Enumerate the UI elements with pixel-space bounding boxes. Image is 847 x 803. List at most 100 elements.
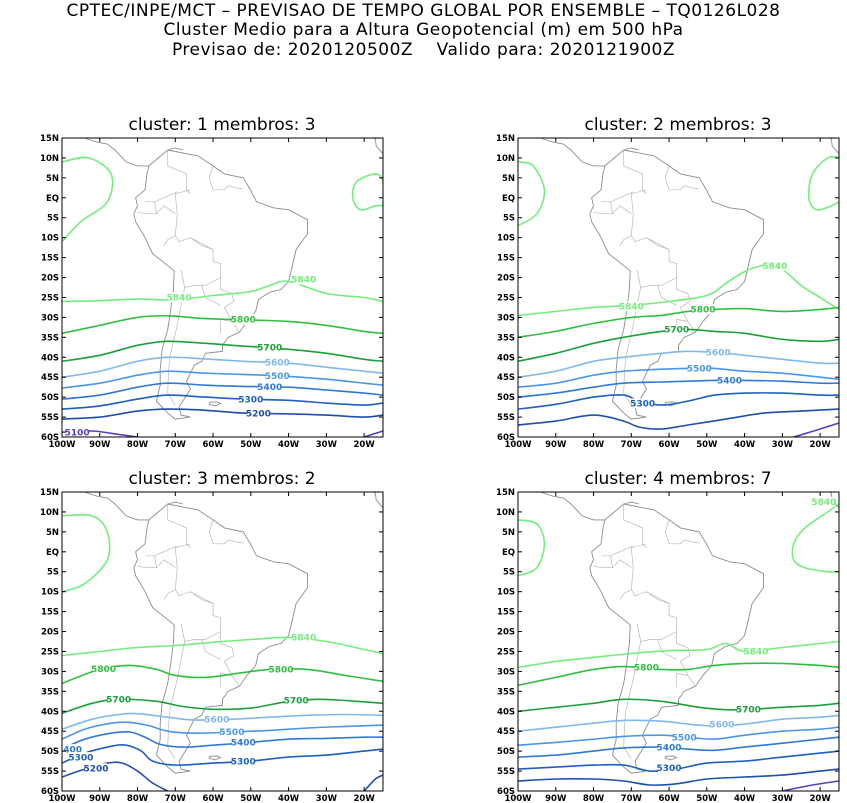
contour-label-bg <box>62 744 81 755</box>
contour-5800 <box>518 662 839 687</box>
contour-label-5400: 5400 <box>57 745 82 755</box>
coastline-mexico <box>518 138 520 139</box>
country-border <box>623 504 647 549</box>
contour-label-bg <box>631 398 654 409</box>
contour-label-bg <box>232 737 255 748</box>
lat-label: 30S <box>41 667 59 677</box>
contour-5600 <box>62 712 383 730</box>
contour-5840 <box>518 640 839 669</box>
contour-label-bg <box>673 732 696 743</box>
contour-label-bg <box>658 742 681 753</box>
country-border <box>593 201 613 215</box>
contour-label-5300: 5300 <box>238 395 263 405</box>
contour-label-5840: 5840 <box>291 634 316 644</box>
contour-label-5500: 5500 <box>219 728 244 738</box>
contour-label-bg <box>744 646 767 657</box>
contour-label-5400: 5400 <box>231 739 256 749</box>
country-border <box>223 301 240 333</box>
lon-label: 80W <box>127 794 149 803</box>
country-border <box>636 623 677 642</box>
contour-label-5200: 5200 <box>246 409 271 419</box>
country-border <box>657 285 677 306</box>
lat-label: 10N <box>496 154 515 164</box>
lon-label: 40W <box>734 794 756 803</box>
map-frame <box>517 137 840 438</box>
contour-5840 <box>518 264 839 317</box>
contour-5200 <box>62 408 383 420</box>
contour-5840 <box>62 280 383 303</box>
lat-label: 35S <box>41 687 59 697</box>
contour-5400 <box>518 379 839 398</box>
contour-5500 <box>62 721 383 740</box>
contour-label-5500: 5500 <box>672 733 697 743</box>
lat-label: 45S <box>41 373 59 383</box>
lon-label: 40W <box>278 794 300 803</box>
country-border <box>163 235 176 246</box>
lon-label: 60W <box>658 794 680 803</box>
contour-5200 <box>62 761 169 791</box>
map-frame <box>61 491 384 792</box>
lat-label: 35S <box>497 333 515 343</box>
lat-label: 60S <box>497 787 515 797</box>
coastline-africa <box>373 138 383 156</box>
lat-label: 15N <box>496 134 515 144</box>
contour-label-bg <box>107 694 130 705</box>
country-border <box>664 519 700 545</box>
lat-label: 45S <box>497 727 515 737</box>
contour-5840 <box>351 173 383 211</box>
lat-label: 50S <box>497 393 515 403</box>
contour-label-5840: 5840 <box>811 498 836 508</box>
country-border <box>154 191 178 203</box>
contour-label-bg <box>688 363 711 374</box>
lon-label: 30W <box>772 794 794 803</box>
contour-5800 <box>518 306 839 339</box>
contour-label-5700: 5700 <box>284 697 309 707</box>
lat-label: 15N <box>496 488 515 498</box>
lat-label: 10S <box>41 234 59 244</box>
contour-label-5500: 5500 <box>687 365 712 375</box>
country-border <box>676 631 691 656</box>
contour-label-5840: 5840 <box>291 276 316 286</box>
header-line-3: Previsao de: 2020120500Z Valido para: 20… <box>171 40 675 60</box>
map-panel-1: cluster: 1 membros: 3 5840 5840 5800 5700 560… <box>40 115 384 450</box>
contour-label-5800: 5800 <box>269 666 294 676</box>
contour-label-bg <box>710 719 733 730</box>
map-panel-4: cluster: 4 membros: 7 5840 5840 5800 5700560… <box>496 469 840 803</box>
country-border <box>163 589 176 600</box>
country-border <box>623 150 647 195</box>
country-border <box>646 237 670 250</box>
lat-label: EQ <box>46 548 59 558</box>
lat-label: 30S <box>497 667 515 677</box>
country-border <box>154 545 178 557</box>
contour-5100 <box>363 430 383 437</box>
contour-5200 <box>363 774 383 791</box>
country-border <box>175 589 221 632</box>
lat-label: 5S <box>47 214 59 224</box>
coastline-caribbean <box>167 501 183 505</box>
contour-label-5700: 5700 <box>664 326 689 336</box>
lon-label: 20W <box>810 440 832 450</box>
lat-label: 25S <box>497 647 515 657</box>
lon-label: 50W <box>240 440 262 450</box>
contour-label-5300: 5300 <box>68 753 93 763</box>
contour-5600 <box>518 714 839 732</box>
contour-5400 <box>62 382 383 400</box>
lat-label: 15N <box>40 134 59 144</box>
country-border <box>679 301 696 333</box>
lon-label: 50W <box>240 794 262 803</box>
lat-label: 5S <box>503 568 515 578</box>
panel-title: cluster: 3 membros: 2 <box>128 469 315 489</box>
country-border <box>180 269 221 288</box>
contour-label-5400: 5400 <box>257 383 282 393</box>
panel-title: cluster: 1 membros: 3 <box>128 115 315 135</box>
lon-label: 70W <box>621 794 643 803</box>
contour-5300 <box>62 744 383 766</box>
contour-label-bg <box>707 347 730 358</box>
country-border <box>190 237 214 250</box>
contour-label-bg <box>812 496 835 507</box>
country-border <box>619 235 632 246</box>
contour-label-bg <box>763 260 786 271</box>
country-border <box>630 189 647 236</box>
lat-label: EQ <box>502 548 515 558</box>
